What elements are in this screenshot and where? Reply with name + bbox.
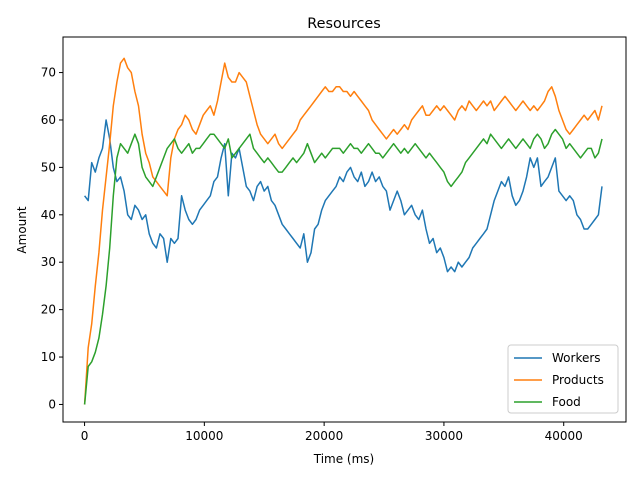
legend-label-products: Products <box>552 373 604 387</box>
legend-label-workers: Workers <box>552 351 601 365</box>
series-line-products <box>83 57 603 405</box>
x-axis: 0 10000 20000 30000 40000 <box>81 422 583 443</box>
x-tick-label: 0 <box>81 429 89 443</box>
y-tick-label: 60 <box>41 113 56 127</box>
series-line-workers <box>83 119 603 273</box>
y-tick-label: 50 <box>41 160 56 174</box>
x-tick-label: 30000 <box>425 429 463 443</box>
y-axis-label: Amount <box>15 206 29 253</box>
legend-box <box>507 344 619 414</box>
series-line-food <box>83 128 603 405</box>
y-tick-label: 0 <box>48 397 56 411</box>
y-axis: 0 10 20 30 40 50 60 70 <box>41 66 63 411</box>
y-tick-label: 70 <box>41 66 56 80</box>
legend-label-food: Food <box>552 395 581 409</box>
chart-title: Resources <box>307 16 381 32</box>
x-tick-label: 40000 <box>545 429 583 443</box>
x-tick-label: 20000 <box>305 429 343 443</box>
x-tick-label: 10000 <box>185 429 223 443</box>
x-axis-label: Time (ms) <box>313 452 375 466</box>
y-tick-label: 30 <box>41 255 56 269</box>
legend: Workers Products Food <box>507 344 619 414</box>
y-tick-label: 40 <box>41 208 56 222</box>
plot-area <box>83 57 603 405</box>
axes-frame <box>62 36 627 423</box>
y-tick-label: 20 <box>41 303 56 317</box>
y-tick-label: 10 <box>41 350 56 364</box>
